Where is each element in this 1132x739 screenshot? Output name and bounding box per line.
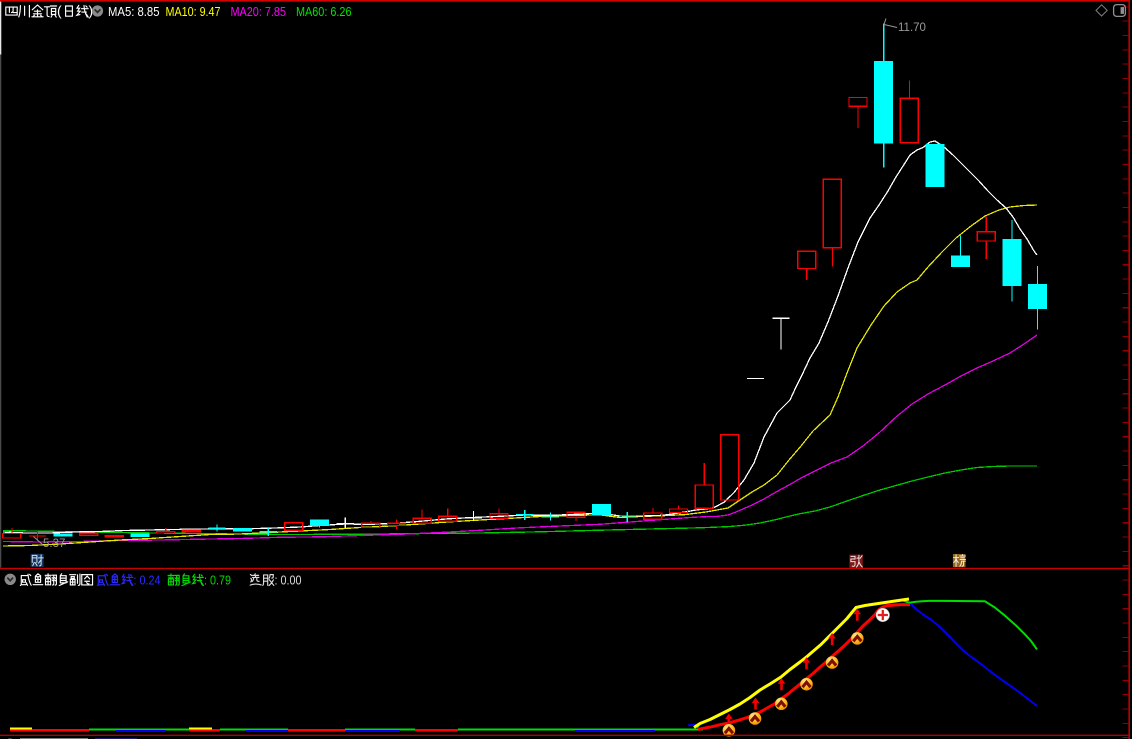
svg-text:): ): [89, 3, 94, 19]
svg-text:MA20: 7.85: MA20: 7.85: [231, 4, 287, 19]
svg-text:: 0.00: : 0.00: [275, 573, 302, 588]
svg-text:: 0.79: : 0.79: [204, 573, 231, 588]
svg-text:MA60: 6.26: MA60: 6.26: [296, 4, 352, 19]
svg-text:MA10: 9.47: MA10: 9.47: [166, 4, 221, 19]
svg-text:11.70: 11.70: [898, 22, 926, 34]
svg-text:MA5: 8.85: MA5: 8.85: [108, 4, 160, 19]
svg-text:(: (: [57, 3, 62, 19]
svg-text:5.37: 5.37: [43, 538, 65, 550]
svg-text:: 0.24: : 0.24: [134, 573, 161, 588]
